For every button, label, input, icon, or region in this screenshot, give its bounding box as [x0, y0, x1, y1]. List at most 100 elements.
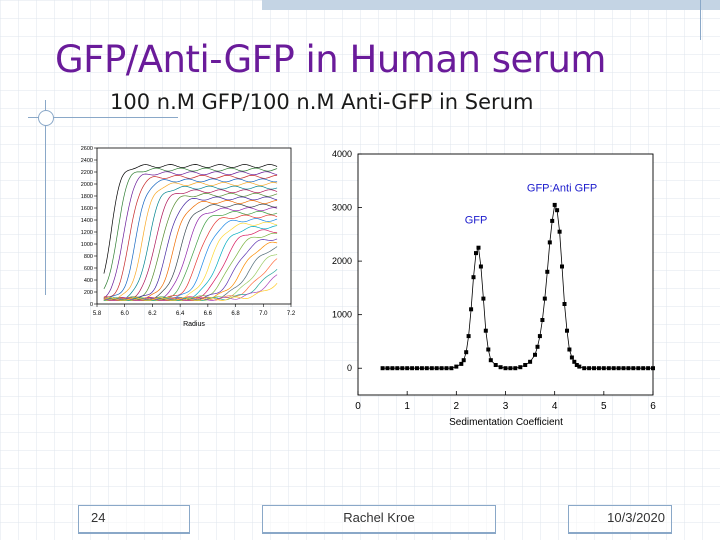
raw-scans-plot-area: 5.8 6.0 6.2 6.4 6.6 6.8 7.0 7.2 0 200 400 600 800 100…	[81, 146, 296, 317]
raw-x-tick-label: 7.0	[259, 311, 268, 317]
sed-data-point	[567, 347, 572, 352]
sed-data-point	[651, 366, 655, 371]
raw-scan-curve	[103, 182, 278, 301]
decorative-horizontal-line	[28, 117, 178, 118]
raw-scans-x-axis-label: Radius	[183, 321, 205, 328]
sed-data-point	[606, 366, 611, 371]
sedimentation-plot-area: 0 1 2 3 4 5 6 0 1000 2000 3000 4000	[332, 149, 656, 412]
sed-y-tick-label: 4000	[332, 149, 352, 159]
annotation-gfp: GFP	[465, 215, 488, 227]
sed-data-point	[550, 218, 555, 223]
footer-date: 10/3/2020	[607, 510, 665, 525]
sed-data-point	[518, 365, 523, 370]
sed-data-point	[390, 366, 395, 371]
sed-data-point	[636, 366, 641, 371]
raw-x-tick-label: 6.8	[231, 311, 240, 317]
sed-data-point	[439, 366, 444, 371]
raw-x-tick-label: 6.6	[204, 311, 213, 317]
sed-data-point	[486, 347, 491, 352]
sed-data-point	[535, 344, 540, 349]
sed-data-point	[523, 363, 528, 367]
sed-data-point	[557, 229, 562, 234]
raw-y-tick-label: 600	[84, 266, 93, 272]
sedimentation-x-axis-label: Sedimentation Coefficient	[449, 417, 563, 428]
footer-page-number: 24	[91, 510, 106, 525]
sed-data-point	[466, 334, 471, 339]
sed-data-point	[380, 366, 385, 371]
sed-data-point	[528, 359, 533, 364]
raw-y-tick-label: 400	[84, 278, 93, 284]
sed-data-point	[621, 366, 626, 371]
sed-x-tick-label: 1	[404, 401, 410, 412]
footer-date-box: 10/3/2020	[568, 505, 672, 534]
sed-data-point	[471, 275, 476, 280]
raw-x-tick-label: 7.2	[287, 311, 296, 317]
sed-x-tick-label: 6	[650, 401, 656, 412]
raw-y-tick-label: 1600	[81, 206, 93, 212]
sed-data-point	[542, 296, 547, 301]
footer-page-number-box: 24	[78, 505, 190, 534]
raw-y-tick-label: 2400	[81, 158, 93, 164]
raw-y-tick-label: 2000	[81, 182, 93, 188]
sed-data-point	[540, 318, 545, 322]
raw-y-tick-label: 200	[84, 290, 93, 296]
sed-data-point	[464, 350, 469, 355]
sed-data-point	[569, 355, 574, 360]
raw-x-tick-label: 6.2	[148, 311, 157, 317]
sed-data-point	[587, 366, 592, 371]
raw-y-tick-label: 1200	[81, 230, 93, 236]
sed-data-point	[646, 366, 651, 371]
top-right-decorative-line	[700, 0, 701, 40]
raw-x-tick-label: 6.0	[121, 311, 130, 317]
slide-subtitle: 100 n.M GFP/100 n.M Anti-GFP in Serum	[110, 90, 534, 114]
sed-x-tick-label: 3	[503, 401, 509, 412]
raw-y-tick-label: 1400	[81, 218, 93, 224]
sed-data-point	[488, 358, 493, 363]
sed-data-point	[574, 363, 579, 367]
sed-data-point	[395, 366, 400, 371]
raw-y-tick-label: 1800	[81, 194, 93, 200]
sed-data-point	[562, 302, 567, 306]
raw-scan-curve	[103, 171, 278, 299]
sed-data-point	[461, 358, 466, 363]
sed-data-point	[626, 366, 631, 371]
raw-scan-curve	[103, 282, 278, 302]
sed-data-point	[533, 352, 537, 357]
raw-scan-curve	[103, 192, 278, 301]
footer-author: Rachel Kroe	[343, 510, 415, 525]
sed-data-point	[503, 366, 508, 371]
sed-x-tick-label: 4	[552, 401, 558, 412]
sed-data-point	[424, 366, 429, 371]
sed-data-point	[601, 366, 606, 371]
raw-y-tick-label: 2600	[81, 146, 93, 152]
sed-data-point	[469, 307, 474, 312]
raw-scan-curve	[103, 274, 278, 302]
raw-y-tick-label: 1000	[81, 242, 93, 248]
sed-data-point	[537, 334, 542, 339]
sed-data-point	[474, 251, 478, 256]
sed-data-point	[555, 208, 560, 213]
sed-data-point	[478, 264, 483, 269]
sed-data-point	[577, 364, 582, 369]
raw-scan-curve	[103, 174, 278, 298]
sed-data-point	[415, 366, 419, 371]
sed-data-point	[498, 365, 503, 370]
sed-data-point	[476, 245, 481, 250]
sed-data-point	[434, 366, 439, 371]
sed-data-point	[444, 366, 449, 371]
sed-x-tick-label: 5	[601, 401, 607, 412]
sed-data-point	[547, 240, 552, 245]
sedimentation-frame	[357, 153, 654, 396]
sed-x-tick-label: 2	[454, 401, 460, 412]
sed-data-point	[405, 366, 410, 371]
sed-y-tick-label: 0	[347, 363, 352, 373]
sed-data-point	[493, 363, 498, 367]
raw-y-tick-label: 2200	[81, 170, 93, 176]
raw-y-tick-label: 800	[84, 254, 93, 260]
sed-data-point	[483, 328, 488, 333]
sed-data-point	[429, 366, 434, 371]
raw-x-tick-label: 6.4	[176, 311, 185, 317]
decorative-circle	[38, 110, 54, 126]
sed-data-point	[641, 366, 646, 371]
sed-data-point	[400, 366, 405, 371]
